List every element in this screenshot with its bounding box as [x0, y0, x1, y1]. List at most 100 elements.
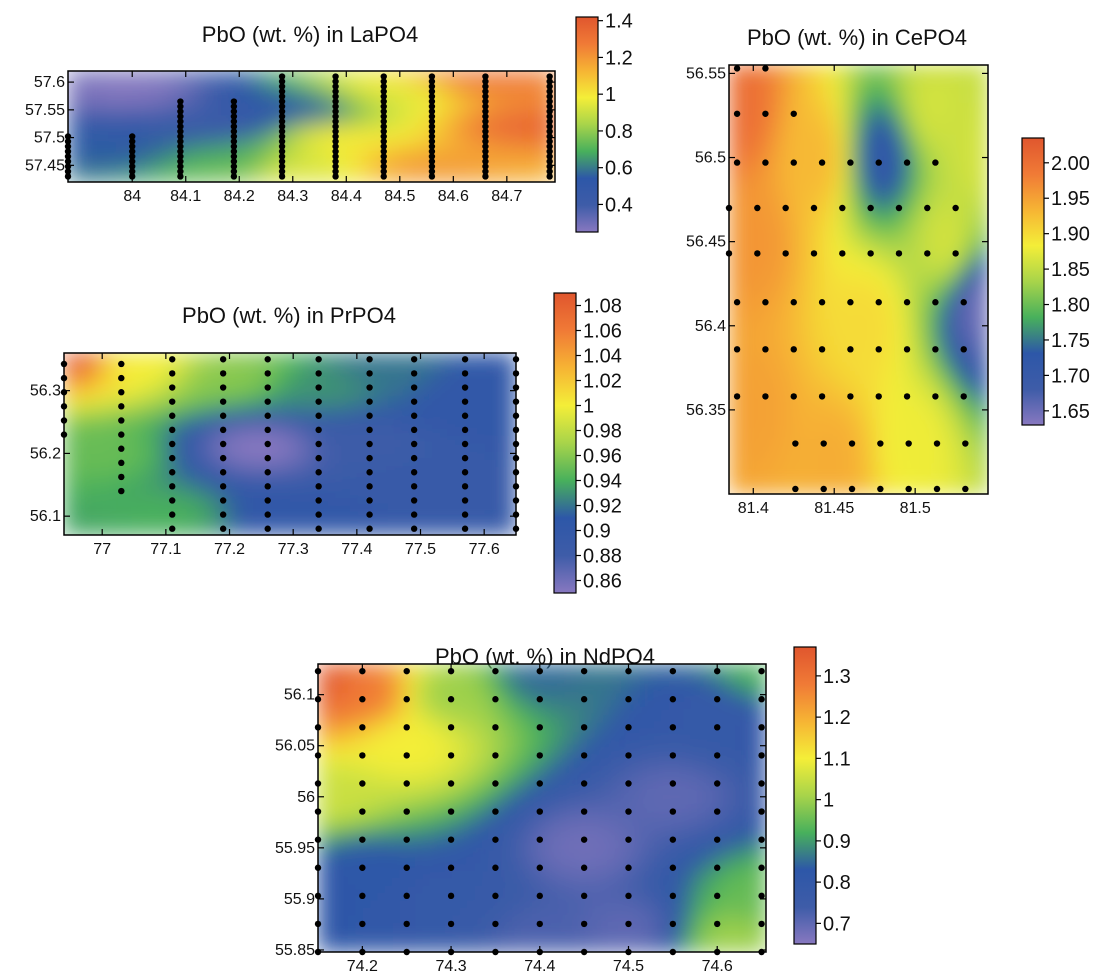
heatmap-cell — [974, 99, 981, 105]
heatmap-cell — [729, 73, 735, 79]
heatmap-cell — [845, 155, 851, 162]
sample-point — [380, 118, 387, 125]
heatmap-cell — [754, 185, 760, 192]
heatmap-cell — [853, 294, 860, 300]
heatmap-cell — [965, 263, 972, 270]
sample-point — [332, 128, 339, 135]
heatmap-cell — [870, 302, 877, 309]
heatmap-cell — [875, 90, 881, 97]
heatmap-cell — [875, 146, 881, 153]
heatmap-cell — [797, 302, 804, 309]
heatmap-cell — [883, 65, 890, 71]
heatmap-cell — [375, 86, 386, 96]
heatmap-cell — [840, 211, 847, 218]
heatmap-cell — [763, 185, 769, 192]
heatmap-cell — [866, 289, 873, 296]
heatmap-cell — [771, 120, 778, 127]
heatmap-cell — [758, 294, 765, 300]
heatmap-cell — [754, 315, 760, 322]
heatmap-cell — [875, 320, 881, 326]
heatmap-cell — [788, 242, 795, 248]
heatmap-cell — [892, 272, 899, 279]
heatmap-cell — [944, 289, 950, 296]
heatmap-cell — [875, 289, 881, 296]
heatmap-cell — [823, 224, 829, 231]
heatmap-cell — [883, 246, 890, 253]
heatmap-cell — [729, 86, 735, 92]
heatmap-cell — [909, 229, 916, 235]
heatmap-cell — [892, 259, 899, 266]
heatmap-cell — [922, 177, 929, 183]
heatmap-cell — [918, 302, 924, 309]
sample-point — [230, 98, 238, 105]
heatmap-cell — [892, 107, 899, 114]
heatmap-cell — [961, 328, 968, 335]
heatmap-cell — [940, 294, 946, 300]
heatmap-cell — [823, 133, 829, 140]
heatmap-cell — [213, 102, 223, 112]
heatmap-cell — [806, 259, 812, 266]
heatmap-cell — [132, 141, 142, 151]
heatmap-cell — [767, 211, 773, 218]
heatmap-cell — [870, 203, 877, 209]
sample-point — [428, 173, 436, 180]
heatmap-cell — [806, 294, 812, 300]
heatmap-cell — [983, 168, 988, 175]
heatmap-cell — [866, 151, 873, 157]
heatmap-cell — [732, 107, 739, 114]
heatmap-cell — [814, 151, 821, 157]
heatmap-cell — [931, 211, 937, 218]
heatmap-cell — [927, 294, 933, 300]
heatmap-cell — [931, 116, 937, 123]
heatmap-cell — [957, 177, 963, 183]
heatmap-cell — [793, 138, 799, 144]
heatmap-cell — [750, 77, 756, 84]
heatmap-cell — [901, 281, 907, 287]
sample-point — [428, 158, 436, 165]
heatmap-cell — [931, 142, 937, 149]
heatmap-cell — [849, 216, 855, 222]
heatmap-cell — [505, 118, 516, 128]
heatmap-cell — [927, 181, 933, 188]
heatmap-cell — [892, 125, 899, 131]
heatmap-cell — [832, 211, 838, 218]
heatmap-cell — [392, 173, 402, 182]
heatmap-cell — [918, 320, 924, 326]
heatmap-cell — [737, 177, 743, 183]
heatmap-cell — [888, 220, 894, 227]
heatmap-cell — [359, 78, 370, 88]
heatmap-cell — [862, 289, 868, 296]
heatmap-cell — [862, 120, 868, 127]
heatmap-cell — [957, 129, 963, 136]
heatmap-cell — [922, 107, 929, 114]
heatmap-cell — [918, 112, 924, 118]
heatmap-cell — [836, 172, 842, 179]
heatmap-cell — [819, 237, 825, 244]
heatmap-cell — [836, 263, 842, 270]
heatmap-cell — [927, 129, 933, 136]
heatmap-cell — [327, 94, 337, 104]
heatmap-cell — [952, 229, 959, 235]
heatmap-cell — [944, 333, 950, 339]
heatmap-cell — [879, 294, 886, 300]
heatmap-cell — [262, 102, 272, 112]
heatmap-cell — [849, 294, 855, 300]
heatmap-cell — [801, 220, 808, 227]
heatmap-cell — [189, 86, 199, 96]
heatmap-cell — [797, 233, 804, 240]
heatmap-cell — [974, 81, 981, 88]
heatmap-cell — [879, 90, 886, 97]
heatmap-cell — [814, 259, 821, 266]
heatmap-cell — [737, 142, 743, 149]
heatmap-cell — [965, 181, 972, 188]
heatmap-cell — [870, 103, 877, 110]
heatmap-cell — [416, 157, 426, 167]
heatmap-cell — [836, 229, 842, 235]
heatmap-cell — [237, 141, 248, 151]
heatmap-cell — [784, 198, 791, 205]
heatmap-cell — [793, 294, 799, 300]
heatmap-cell — [952, 142, 959, 149]
heatmap-cell — [974, 333, 981, 339]
heatmap-cell — [335, 94, 345, 104]
heatmap-cell — [892, 185, 899, 192]
